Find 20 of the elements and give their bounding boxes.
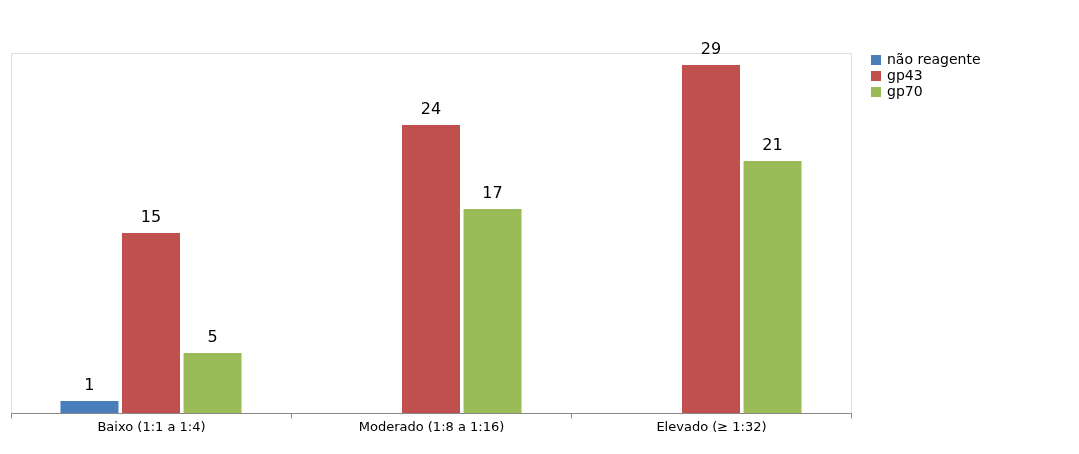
x-tick-label: Elevado (≥ 1:32) (656, 418, 767, 434)
data-label: 21 (762, 135, 783, 154)
bar (60, 401, 119, 413)
data-label: 17 (482, 183, 503, 202)
bar (183, 353, 242, 413)
data-label: 29 (700, 39, 722, 58)
bar (743, 161, 802, 413)
data-label: 5 (207, 327, 218, 346)
data-label: 1 (84, 375, 95, 394)
legend-label: gp43 (887, 67, 923, 83)
bar (682, 65, 740, 413)
bar (402, 125, 460, 413)
x-tick-label: Moderado (1:8 a 1:16) (358, 418, 505, 434)
data-label: 15 (140, 207, 162, 226)
bar (122, 233, 180, 413)
x-tick-label: Baixo (1:1 a 1:4) (97, 418, 206, 434)
legend-label: gp70 (887, 83, 923, 99)
bar (463, 209, 522, 413)
data-label: 24 (420, 99, 442, 118)
legend-label: não reagente (887, 51, 981, 67)
